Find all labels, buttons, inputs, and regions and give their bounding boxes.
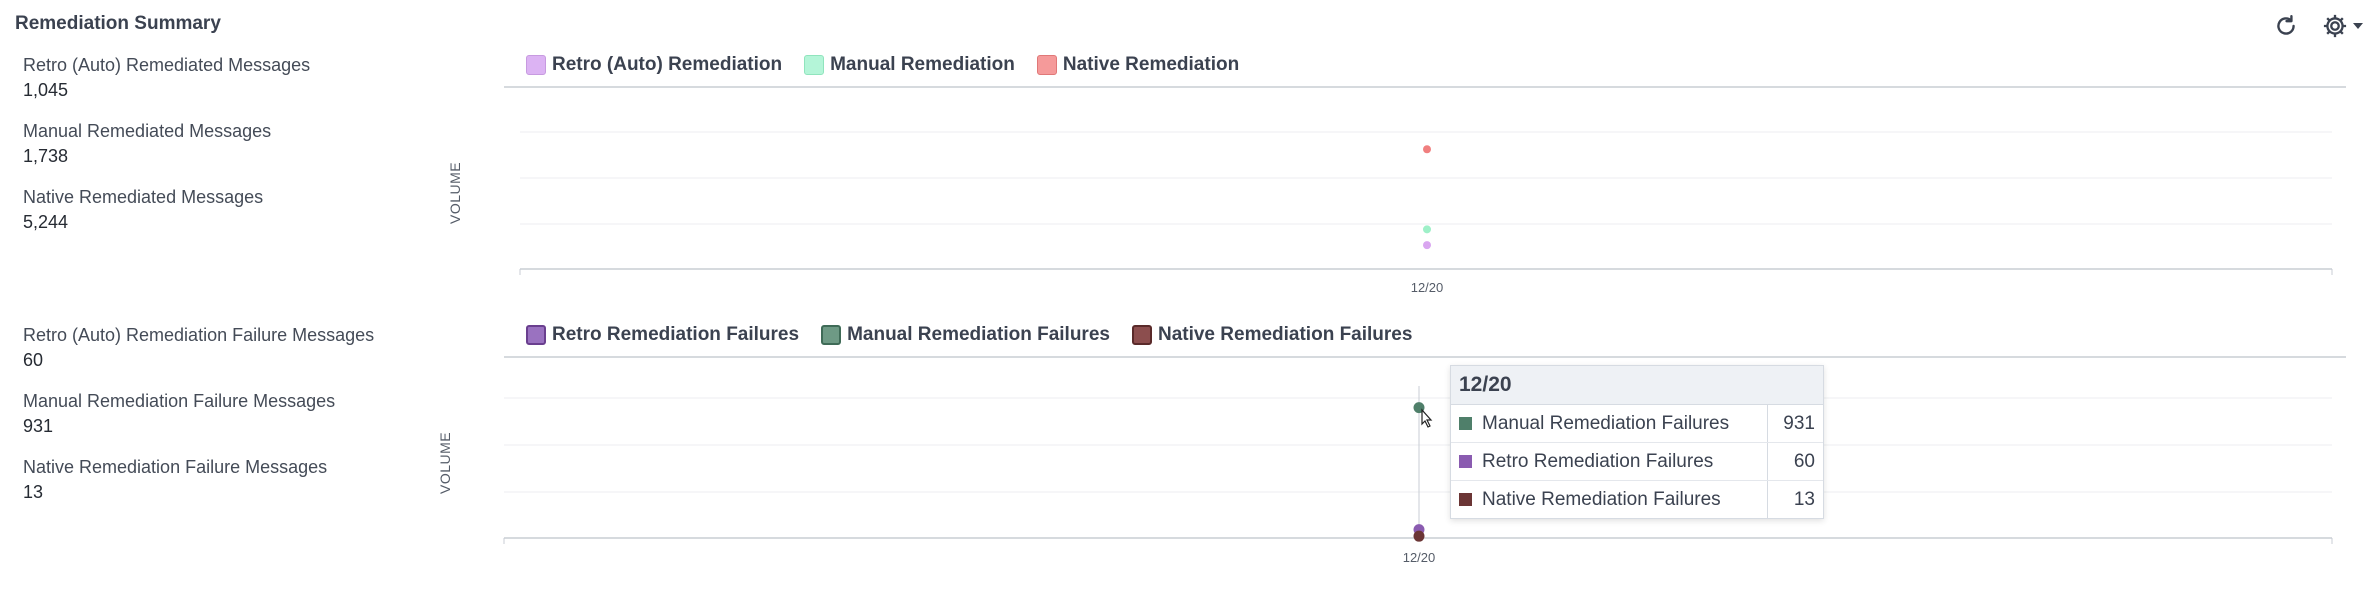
legend-label: Manual Remediation xyxy=(830,54,1015,75)
tooltip-series-name: Retro Remediation Failures xyxy=(1482,450,1714,472)
legend-label: Manual Remediation Failures xyxy=(847,324,1110,345)
tooltip-value: 13 xyxy=(1793,488,1815,510)
tooltip-swatch xyxy=(1459,417,1472,430)
stat-retro-remediated: Retro (Auto) Remediated Messages 1,045 xyxy=(23,54,310,102)
tooltip-date: 12/20 xyxy=(1451,366,1823,405)
stat-value: 931 xyxy=(23,416,54,436)
legend-label: Native Remediation Failures xyxy=(1157,324,1413,345)
legend-swatch xyxy=(1036,55,1057,75)
stat-label: Native Remediated Messages xyxy=(23,187,264,207)
tooltip-value: 931 xyxy=(1783,412,1815,434)
x-tick-label: 12/20 xyxy=(1411,280,1444,295)
gear-icon xyxy=(2323,14,2347,38)
legend-swatch xyxy=(526,325,546,345)
legend-swatch xyxy=(804,55,825,75)
stat-label: Native Remediation Failure Messages xyxy=(23,457,328,477)
legend-swatch xyxy=(1131,325,1152,345)
data-point xyxy=(1413,530,1425,542)
tooltip-row: Manual Remediation Failures 931 xyxy=(1451,405,1823,443)
tooltip-series-name: Native Remediation Failures xyxy=(1482,488,1721,510)
legend-label: Native Remediation xyxy=(1062,54,1240,75)
stat-manual-failure: Manual Remediation Failure Messages 931 xyxy=(23,390,335,438)
tooltip-row: Retro Remediation Failures 60 xyxy=(1451,443,1823,481)
stat-value: 60 xyxy=(23,350,44,370)
tooltip-value: 60 xyxy=(1793,450,1815,472)
stat-value: 5,244 xyxy=(23,212,69,232)
stat-label: Retro (Auto) Remediated Messages xyxy=(23,55,311,75)
settings-menu-button[interactable] xyxy=(2321,12,2364,40)
tooltip-swatch xyxy=(1459,455,1472,468)
legend-item-retro-failures[interactable]: Retro Remediation Failures xyxy=(526,324,799,346)
legend-item-native-remediation[interactable]: Native Remediation xyxy=(1036,54,1240,76)
legend-swatch xyxy=(526,55,546,75)
data-point xyxy=(1423,241,1431,250)
toolbar xyxy=(2273,12,2364,40)
x-tick-label: 12/20 xyxy=(1403,550,1436,565)
refresh-icon[interactable] xyxy=(2273,13,2299,39)
tooltip-row: Native Remediation Failures 13 xyxy=(1451,481,1823,518)
legend-swatch xyxy=(821,325,842,345)
chart1-legend: Retro (Auto) Remediation Manual Remediat… xyxy=(526,54,1261,76)
data-point xyxy=(1423,145,1431,154)
legend-item-manual-failures[interactable]: Manual Remediation Failures xyxy=(821,324,1110,346)
legend-item-manual-remediation[interactable]: Manual Remediation xyxy=(804,54,1015,76)
pointer-cursor-icon xyxy=(1421,408,1433,428)
tooltip-series-name: Manual Remediation Failures xyxy=(1482,412,1730,434)
stat-retro-failure: Retro (Auto) Remediation Failure Message… xyxy=(23,324,374,372)
stat-value: 13 xyxy=(23,482,44,502)
stat-label: Manual Remediated Messages xyxy=(23,121,272,141)
stat-label: Retro (Auto) Remediation Failure Message… xyxy=(23,325,375,345)
legend-label: Retro Remediation Failures xyxy=(552,324,800,345)
chart2-legend: Retro Remediation Failures Manual Remedi… xyxy=(526,324,1434,346)
page-title: Remediation Summary xyxy=(15,13,221,34)
stat-manual-remediated: Manual Remediated Messages 1,738 xyxy=(23,120,271,168)
chart2-tooltip: 12/20 Manual Remediation Failures 931 Re… xyxy=(1450,365,1824,519)
chevron-down-icon xyxy=(2353,23,2363,29)
stat-native-failure: Native Remediation Failure Messages 13 xyxy=(23,456,327,504)
legend-item-retro-remediation[interactable]: Retro (Auto) Remediation xyxy=(526,54,782,76)
legend-label: Retro (Auto) Remediation xyxy=(552,54,783,75)
legend-item-native-failures[interactable]: Native Remediation Failures xyxy=(1131,324,1413,346)
stat-value: 1,045 xyxy=(23,80,69,100)
data-point xyxy=(1423,225,1431,234)
stat-value: 1,738 xyxy=(23,146,69,166)
stat-native-remediated: Native Remediated Messages 5,244 xyxy=(23,186,263,234)
tooltip-swatch xyxy=(1459,493,1472,506)
stat-label: Manual Remediation Failure Messages xyxy=(23,391,336,411)
